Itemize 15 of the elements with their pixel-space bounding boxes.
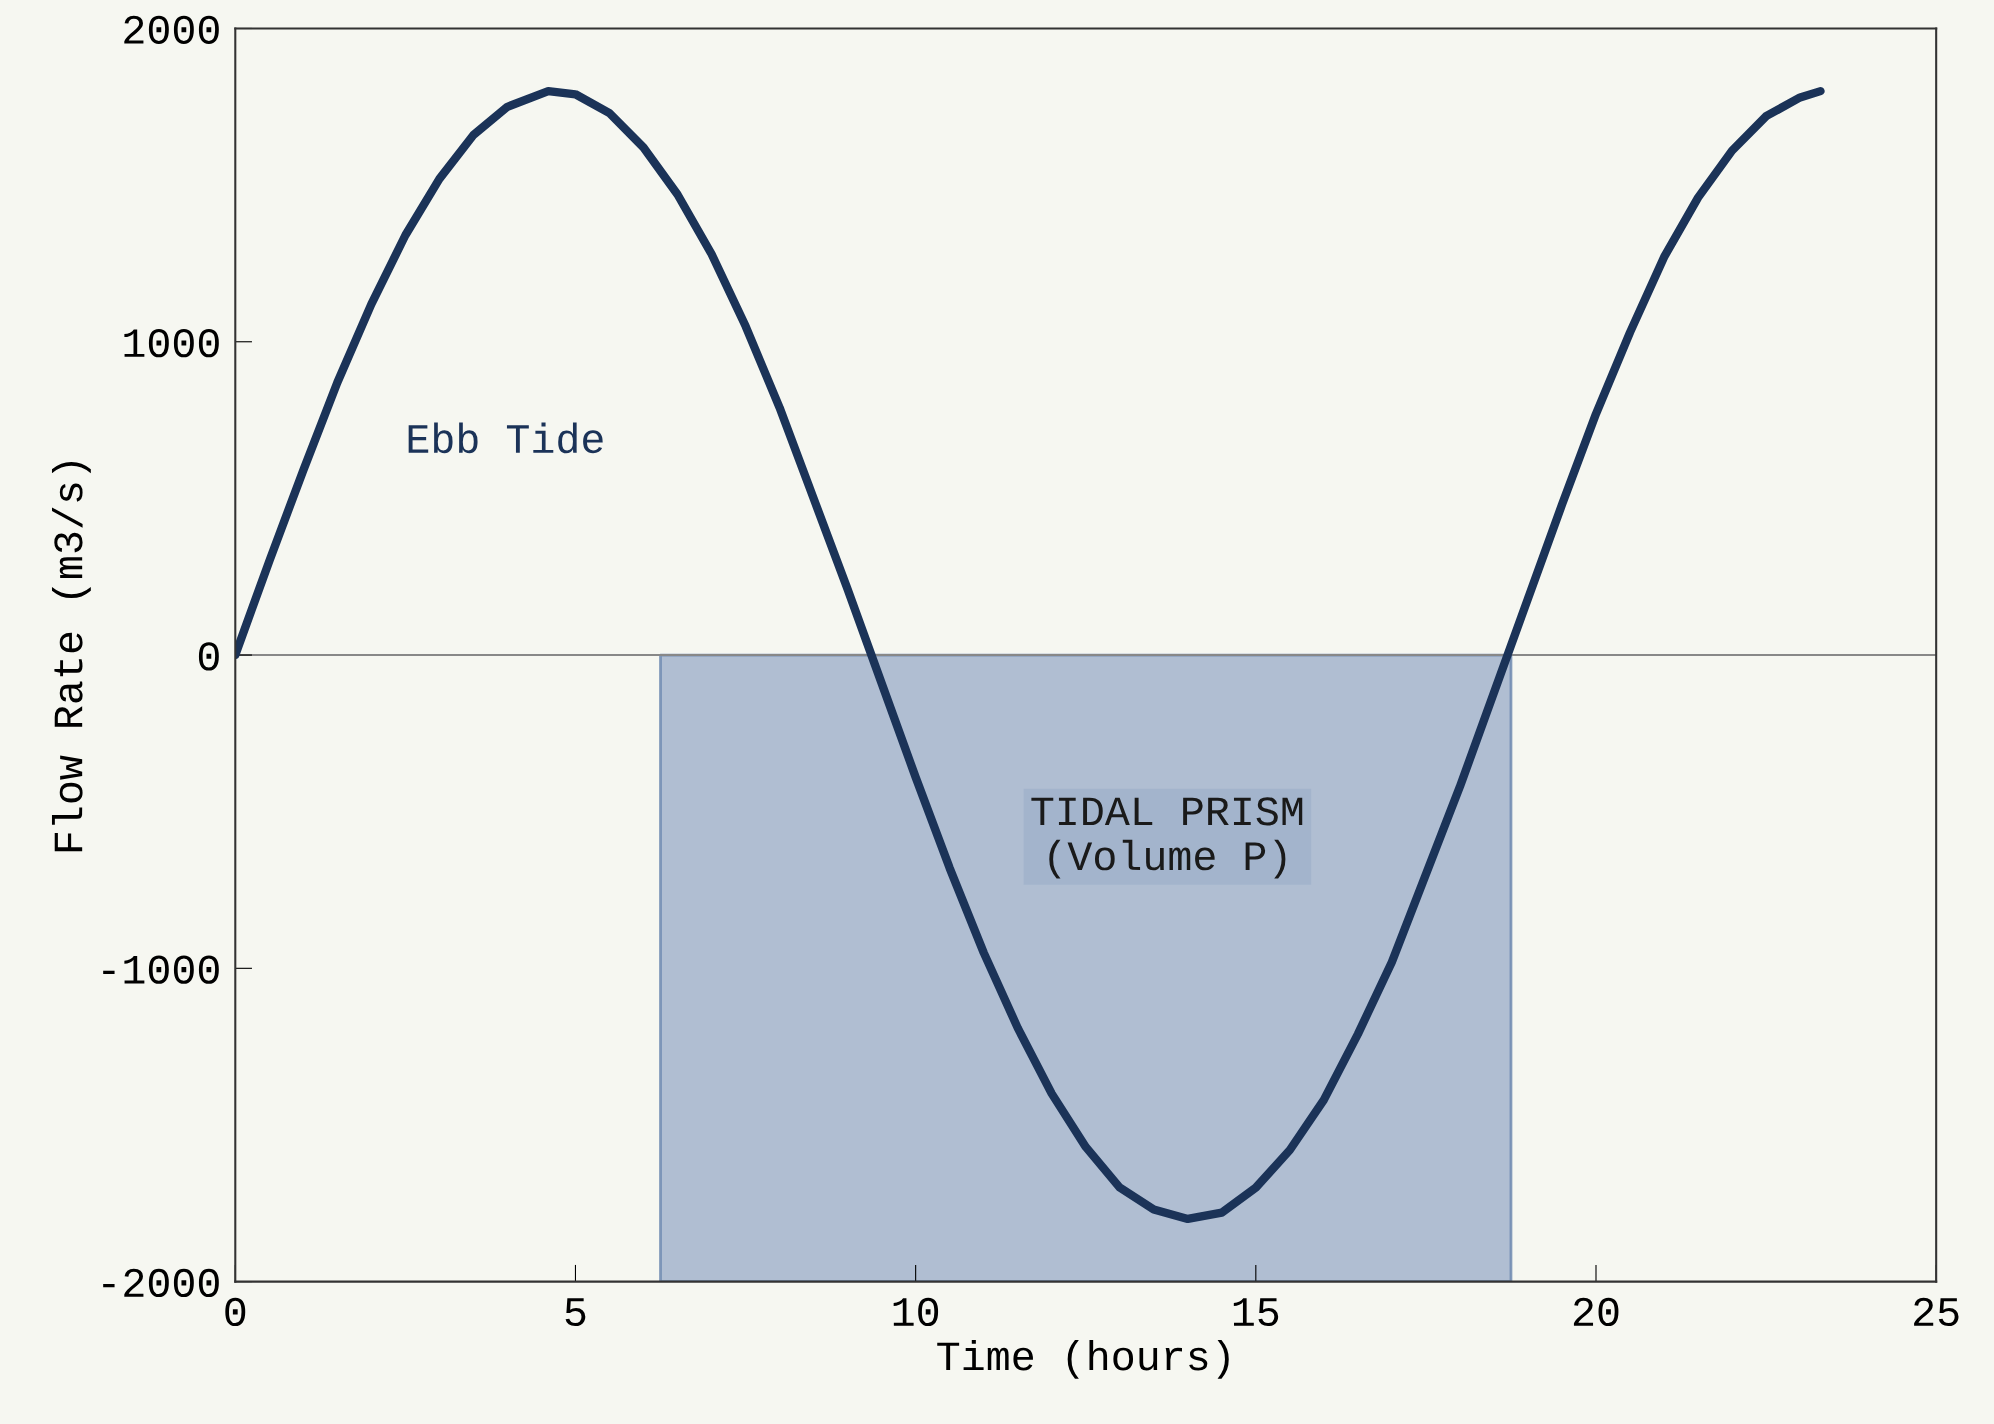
band-label: TIDAL PRISM (Volume P) bbox=[1031, 797, 1303, 879]
x-tick-label: 5 bbox=[565, 1298, 586, 1327]
y-tick-label: 2000 bbox=[124, 15, 219, 44]
x-tick-label: 25 bbox=[1914, 1297, 1959, 1327]
y-tick-label: -2000 bbox=[103, 1268, 219, 1298]
y-tick-label: 1000 bbox=[124, 328, 219, 358]
x-tick-label: 0 bbox=[225, 1297, 246, 1327]
x-tick-label: 10 bbox=[893, 1297, 939, 1327]
x-tick-label: 15 bbox=[1233, 1298, 1279, 1327]
y-tick-label: 0 bbox=[198, 642, 219, 671]
y-axis-title: Flow Rate (m3/s) bbox=[51, 462, 91, 852]
x-axis-title: Time (hours) bbox=[937, 1339, 1229, 1379]
annotation: Ebb Tide bbox=[408, 422, 603, 454]
y-tick-label: -1000 bbox=[103, 955, 219, 984]
x-tick-label: 20 bbox=[1573, 1297, 1619, 1327]
